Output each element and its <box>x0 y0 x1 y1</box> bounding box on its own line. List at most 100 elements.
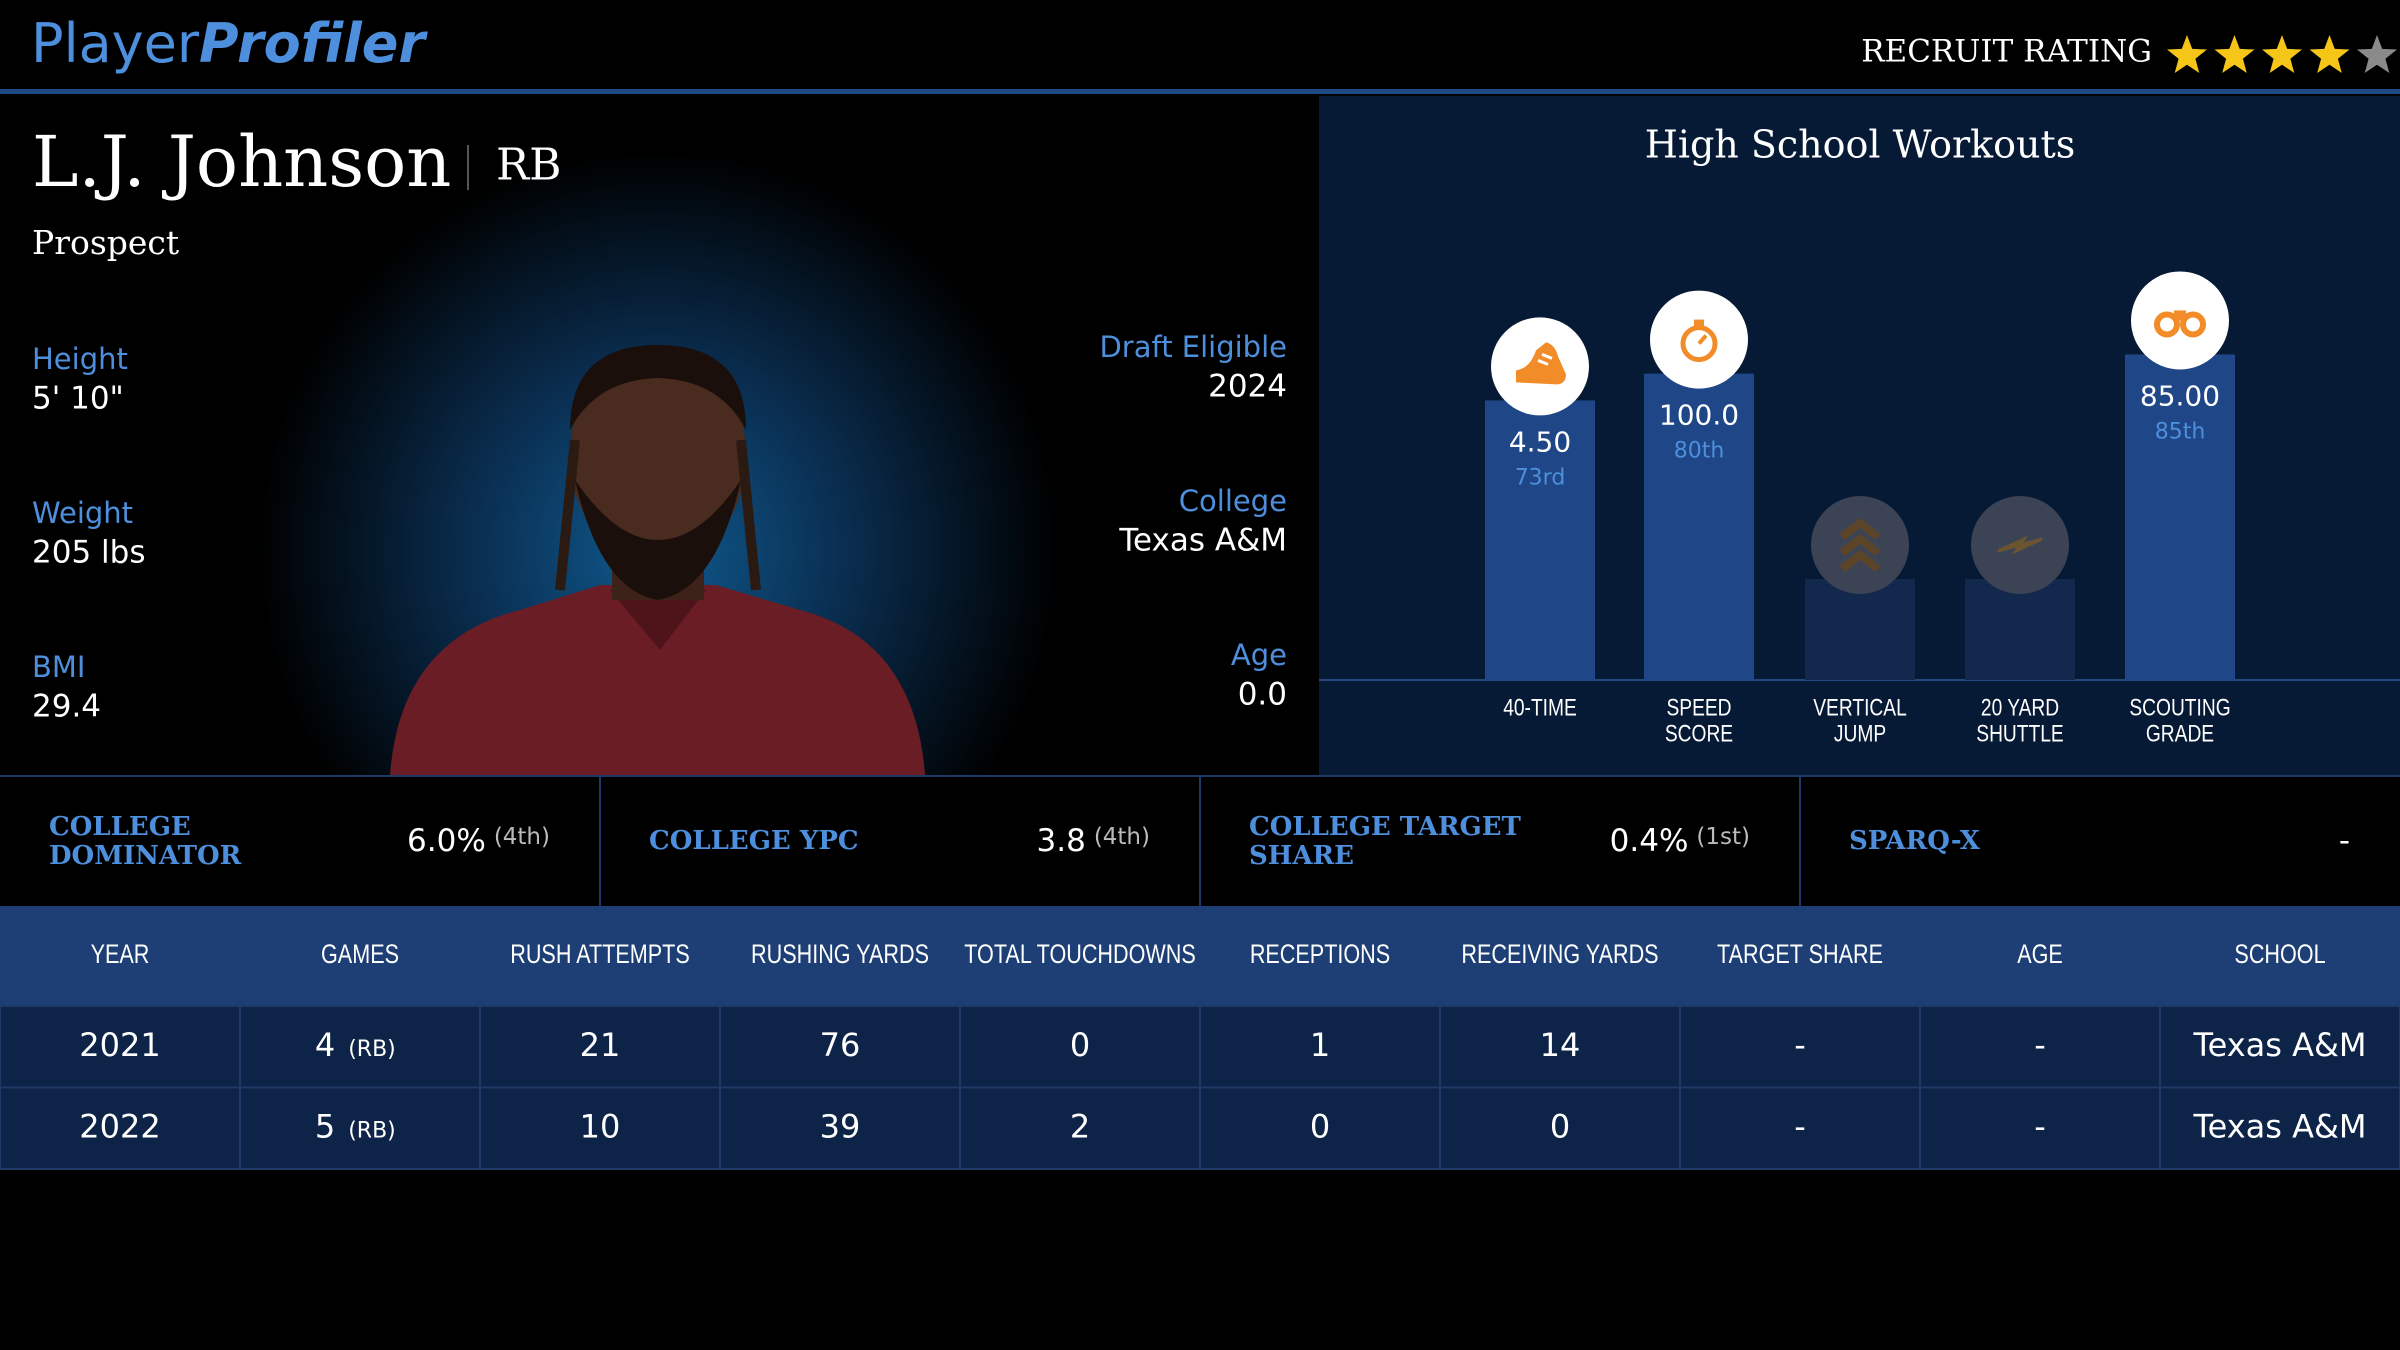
metric-label: COLLEGE YPC <box>649 826 859 856</box>
workout-label: SCOUTING <box>2129 693 2230 721</box>
workout-bar-empty <box>1805 579 1915 680</box>
table-header: RUSHING YARDS <box>751 940 929 970</box>
table-header-bg <box>0 906 2400 1006</box>
table-header: AGE <box>2017 940 2063 970</box>
workouts-title: High School Workouts <box>1645 123 2076 167</box>
icon-watch-top <box>1694 319 1704 327</box>
workout-value: 100.0 <box>1659 399 1739 432</box>
icon-bino-r <box>2180 311 2206 338</box>
brand-second: Profiler <box>199 12 428 75</box>
metric-rank: (1st) <box>1696 824 1750 850</box>
table-cell: - <box>1794 1026 1806 1064</box>
workout-icon <box>2131 271 2229 370</box>
workout-label: 20 YARD <box>1981 693 2059 721</box>
metric-rank: (4th) <box>1094 824 1150 850</box>
player-status: Prospect <box>32 223 179 262</box>
workout-icon <box>1971 496 2069 594</box>
workout-bar-empty <box>1965 579 2075 680</box>
metric-rank: (4th) <box>494 824 550 850</box>
table-cell: 0 <box>1070 1026 1090 1064</box>
table-header: RECEIVING YARDS <box>1461 940 1658 970</box>
table-cell: 14 <box>1540 1026 1581 1064</box>
metric-value-text: - <box>2339 823 2350 859</box>
workout-label: SPEED <box>1666 693 1731 721</box>
table-cell: Texas A&M <box>2192 1026 2366 1064</box>
icon-chevrons <box>1839 517 1881 573</box>
stat-value: 2024 <box>1208 369 1287 405</box>
icon-shoe <box>1516 342 1566 385</box>
player-position: RB <box>496 140 561 191</box>
icon-shoe-lines <box>1537 353 1553 366</box>
icon-watch <box>1680 325 1718 363</box>
workout-label: SCORE <box>1665 719 1733 747</box>
icon-watch-hand <box>1697 334 1708 345</box>
icon-bolt <box>1997 535 2043 555</box>
stat-label: Age <box>1231 638 1287 672</box>
metric-value-text: 6.0% <box>407 823 486 859</box>
table-cell: 2021 <box>79 1026 160 1064</box>
metric-label: COLLEGE TARGET SHARE <box>1249 812 1522 871</box>
stat-label: College <box>1179 484 1287 518</box>
workout-percentile: 85th <box>2155 419 2206 444</box>
table-header: TOTAL TOUCHDOWNS <box>964 940 1196 970</box>
table-cell: 1 <box>1310 1026 1330 1064</box>
table-header: TARGET SHARE <box>1717 940 1883 970</box>
workout-icon <box>1650 290 1748 389</box>
stat-value: 205 lbs <box>32 535 145 571</box>
stat-label: Draft Eligible <box>1099 330 1287 364</box>
stat-value: 0.0 <box>1238 677 1287 713</box>
metric-value-text: 3.8 <box>1037 823 1086 859</box>
workout-percentile: 80th <box>1674 439 1725 464</box>
player-name: L.J. Johnson <box>32 121 451 203</box>
table-cell-note: (RB) <box>348 1037 396 1062</box>
table-cell: 0 <box>1310 1108 1330 1146</box>
table-cell: 10 <box>580 1108 621 1146</box>
workout-label: GRADE <box>2146 719 2214 747</box>
brand-first: Player <box>31 12 200 75</box>
workout-value: 4.50 <box>1509 425 1571 458</box>
table-header: YEAR <box>91 940 150 970</box>
table-cell: - <box>2034 1108 2046 1146</box>
workout-bar <box>1485 400 1595 680</box>
table-cell: 21 <box>580 1026 621 1064</box>
workout-bar <box>2125 354 2235 680</box>
metric-label: COLLEGE DOMINATOR <box>49 812 242 871</box>
icon-bino-bridge <box>2174 310 2186 321</box>
metric-value-text: 0.4% <box>1610 823 1689 859</box>
table-header: GAMES <box>321 940 399 970</box>
table-cell: Texas A&M <box>2192 1108 2366 1146</box>
icon-circle <box>1811 496 1909 594</box>
table-cell: - <box>2034 1026 2046 1064</box>
table-cell: 0 <box>1550 1108 1570 1146</box>
table-header: SCHOOL <box>2234 940 2325 970</box>
table-cell-note: (RB) <box>348 1119 396 1144</box>
table-header: RUSH ATTEMPTS <box>510 940 690 970</box>
header-rule <box>0 89 2400 94</box>
star-empty <box>2357 35 2397 73</box>
star-filled <box>2309 35 2350 73</box>
workout-label: SHUTTLE <box>1976 719 2063 747</box>
metric-value: 6.0% (4th) <box>407 823 550 859</box>
table-header: RECEPTIONS <box>1250 940 1390 970</box>
table-cell: 39 <box>820 1108 861 1146</box>
workout-icon <box>1491 317 1589 416</box>
workout-label: 40-TIME <box>1503 693 1577 721</box>
table-cell: 4 <box>315 1026 335 1064</box>
star-filled <box>2214 35 2255 73</box>
player-photo <box>390 345 925 775</box>
stat-label: Weight <box>32 496 133 530</box>
star-filled <box>2167 35 2207 73</box>
workout-bar <box>1644 373 1754 680</box>
brand-logo: PlayerProfiler <box>31 12 428 75</box>
stat-label: Height <box>32 342 128 376</box>
icon-circle <box>1650 290 1748 389</box>
table-cell: 2022 <box>79 1108 160 1146</box>
workout-label: VERTICAL <box>1813 693 1906 721</box>
stat-value: Texas A&M <box>1118 523 1287 559</box>
table-cell: 5 <box>315 1108 335 1146</box>
table-cell: - <box>1794 1108 1806 1146</box>
stat-value: 29.4 <box>32 689 101 725</box>
workout-value: 85.00 <box>2140 379 2220 412</box>
